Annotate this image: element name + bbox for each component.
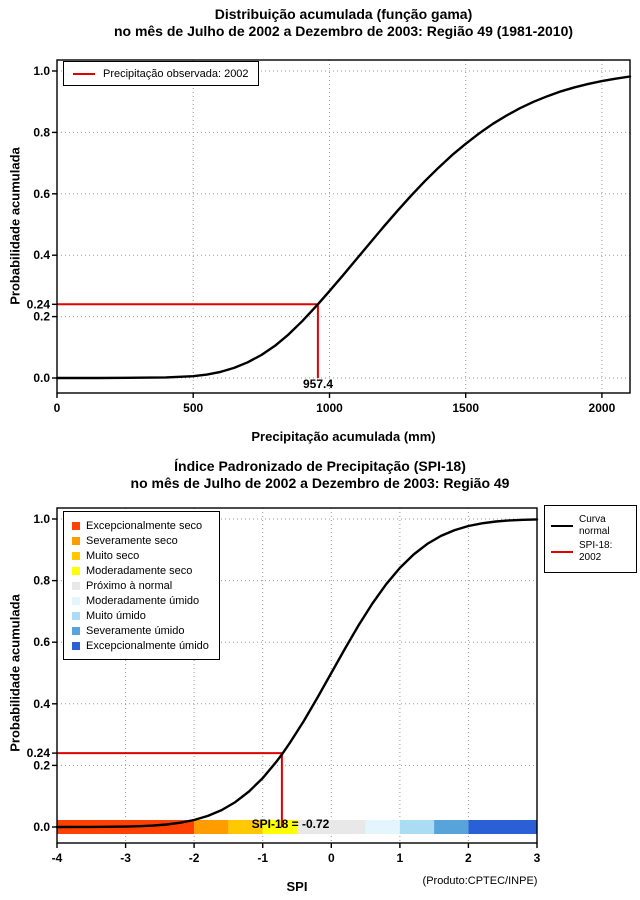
spi-category-label: Severamente seco xyxy=(86,534,178,547)
x-tick-label: 3 xyxy=(534,851,541,865)
spi-category-item: Moderadamente seco xyxy=(72,563,209,578)
y-tick-label: 0.2 xyxy=(33,310,50,324)
y-tick-label: 0.24 xyxy=(27,297,51,311)
spi-category-swatch xyxy=(72,536,80,545)
x-tick-label: 0 xyxy=(328,851,335,865)
spi-colorbar-segment xyxy=(468,820,537,834)
spi-category-label: Moderadamente úmido xyxy=(86,594,200,607)
y-tick-label: 0.8 xyxy=(33,125,50,139)
x-tick-label: 500 xyxy=(183,401,203,415)
chart1-y-axis-label: Probabilidade acumulada xyxy=(7,147,23,305)
legend-curve-word-2: normal xyxy=(579,526,610,537)
spi-category-item: Muito seco xyxy=(72,548,209,563)
chart2-line-legend: Curva normal SPI-18: 2002 xyxy=(544,505,637,573)
plot-frame xyxy=(56,59,631,394)
y-tick-label: 0.24 xyxy=(27,746,51,760)
spi-colorbar-segment xyxy=(262,820,297,834)
x-tick-label: -3 xyxy=(120,851,131,865)
y-tick-label: 0.0 xyxy=(33,371,50,385)
x-tick-label: 0 xyxy=(54,401,61,415)
legend-curve-word-1: Curva xyxy=(579,514,606,525)
chart2-x-axis-label: SPI xyxy=(286,879,308,894)
y-tick-label: 1.0 xyxy=(33,64,50,78)
spi-cdf-chart: -4 -3 -2 -1 0 1 2 3 0.0 0.2 0.4 0.6 0.8 1.0 0.24 Índic… xyxy=(0,455,640,900)
spi-category-swatch xyxy=(72,551,80,560)
spi-reference-value: SPI-18 = -0.72 xyxy=(251,817,330,831)
x-tick-label: -1 xyxy=(257,851,268,865)
spi-category-swatch xyxy=(72,581,80,590)
spi-category-item: Excepcionalmente úmido xyxy=(72,638,209,653)
spi-colorbar-segment xyxy=(297,820,366,834)
spi-category-item: Próximo à normal xyxy=(72,578,209,593)
cdf-curve xyxy=(55,75,632,380)
spi-cdf-plot: -4 -3 -2 -1 0 1 2 3 0.0 0.2 0.4 0.6 0.8 1.0 0.24 xyxy=(27,507,541,865)
spi-category-label: Próximo à normal xyxy=(86,579,173,592)
spi-colorbar-segment xyxy=(228,820,263,834)
cdf-curve xyxy=(55,518,539,829)
gamma-cdf-chart: 0 500 1000 1500 2000 0.0 0.2 0.4 0.6 0.8 1.0 0.24 D… xyxy=(7,6,632,444)
legend-spi-label: SPI-18: 2002 xyxy=(579,540,613,563)
x-tick-label: 2 xyxy=(465,851,472,865)
legend-item-spi-2002: SPI-18: 2002 xyxy=(551,540,630,564)
spi-category-swatch xyxy=(72,566,80,575)
spi-category-swatch xyxy=(72,611,80,620)
spi-colorbar-segment xyxy=(194,820,229,834)
product-credit: (Produto:CPTEC/INPE) xyxy=(422,875,538,887)
spi-category-legend: Excepcionalmente seco Severamente seco Mui… xyxy=(63,511,220,660)
chart2-title: Índice Padronizado de Precipitação (SPI-… xyxy=(174,458,466,474)
spi-colorbar-segment xyxy=(434,820,469,834)
spi-category-item: Severamente seco xyxy=(72,533,209,548)
gamma-cdf-plot: 0 500 1000 1500 2000 0.0 0.2 0.4 0.6 0.8 1.0 0.24 xyxy=(27,59,632,415)
y-tick-label: 0.6 xyxy=(33,187,50,201)
chart1-legend: Precipitação observada: 2002 xyxy=(63,61,259,86)
chart2-y-axis-label: Probabilidade acumulada xyxy=(7,594,23,752)
y-tick-label: 0.2 xyxy=(33,758,50,772)
spi-category-label: Moderadamente seco xyxy=(86,564,193,577)
spi-category-item: Severamente úmido xyxy=(72,623,209,638)
reference-line xyxy=(57,752,283,827)
chart1-x-axis-label: Precipitação acumulada (mm) xyxy=(251,429,436,444)
legend-item-normal-curve: Curva normal xyxy=(551,514,630,538)
spi-category-label: Excepcionalmente seco xyxy=(86,519,203,532)
spi-category-label: Muito seco xyxy=(86,549,140,562)
spi-category-swatch xyxy=(72,626,80,635)
x-tick-label: -2 xyxy=(189,851,200,865)
chart1-subtitle: no mês de Julho de 2002 a Dezembro de 20… xyxy=(113,23,574,39)
x-tick-label: 2000 xyxy=(589,401,616,415)
y-tick-label: 0.6 xyxy=(33,635,50,649)
x-tick-label: -4 xyxy=(52,851,63,865)
legend-normal-curve-label: Curva normal xyxy=(579,514,610,538)
spi-category-swatch xyxy=(72,641,80,650)
reference-precip-value: 957.4 xyxy=(302,377,334,391)
spi-2002-line-swatch xyxy=(551,551,573,553)
x-tick-label: 1 xyxy=(397,851,404,865)
chart1-legend-label: Precipitação observada: 2002 xyxy=(103,67,249,80)
x-tick-label: 1500 xyxy=(452,401,479,415)
spi-category-label: Severamente úmido xyxy=(86,624,185,637)
normal-curve-line-swatch xyxy=(551,525,573,527)
spi-category-label: Muito úmido xyxy=(86,609,146,622)
spi-category-label: Excepcionalmente úmido xyxy=(86,639,209,652)
spi-category-item: Muito úmido xyxy=(72,608,209,623)
y-tick-label: 0.4 xyxy=(33,697,50,711)
spi-category-swatch xyxy=(72,596,80,605)
y-tick-label: 0.0 xyxy=(33,820,50,834)
chart1-title: Distribuição acumulada (função gama) xyxy=(214,6,473,22)
spi-category-item: Excepcionalmente seco xyxy=(72,518,209,533)
plot-frame xyxy=(56,507,538,844)
spi-category-swatch xyxy=(72,521,80,530)
x-tick-label: 1000 xyxy=(316,401,343,415)
observed-precip-line-swatch xyxy=(73,72,95,75)
y-tick-label: 0.4 xyxy=(33,248,50,262)
y-tick-label: 0.8 xyxy=(33,574,50,588)
spi-category-item: Moderadamente úmido xyxy=(72,593,209,608)
spi-colorbar-segment xyxy=(399,820,435,834)
chart2-subtitle: no mês de Julho de 2002 a Dezembro de 20… xyxy=(130,475,510,491)
spi-colorbar-segment xyxy=(365,820,400,834)
y-tick-label: 1.0 xyxy=(33,512,50,526)
